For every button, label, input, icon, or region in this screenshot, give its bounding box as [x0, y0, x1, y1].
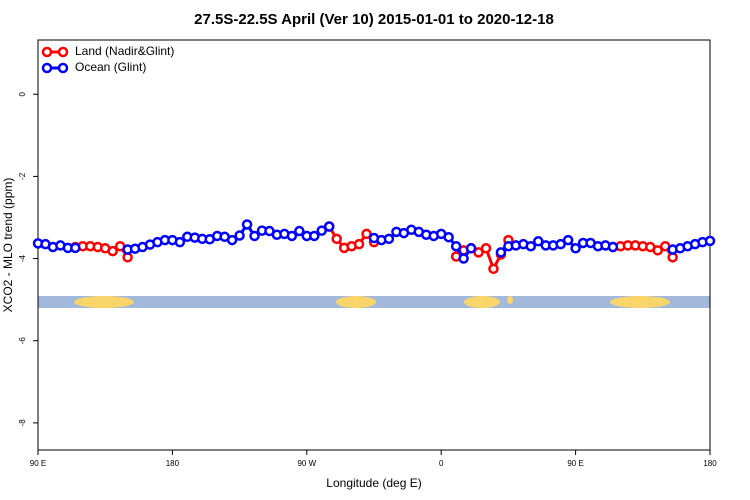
- data-point: [488, 263, 499, 275]
- y-tick-label: 0: [18, 91, 27, 96]
- y-tick-label: -8: [18, 419, 27, 427]
- data-point: [316, 225, 327, 236]
- x-tick-label: 0: [439, 459, 444, 468]
- data-point: [495, 247, 507, 258]
- data-point: [383, 233, 395, 245]
- x-tick-label: 90 E: [567, 459, 583, 468]
- x-tick-label: 180: [703, 459, 717, 468]
- data-point: [309, 230, 320, 242]
- data-point: [226, 234, 238, 246]
- data-point: [70, 242, 81, 254]
- data-point: [555, 238, 566, 250]
- data-point: [107, 245, 118, 257]
- data-point: [331, 233, 342, 245]
- data-point: [607, 241, 619, 253]
- legend-marker: [41, 46, 53, 58]
- y-tick-label: -6: [18, 337, 27, 345]
- x-tick-label: 180: [166, 459, 180, 468]
- data-point: [525, 240, 537, 252]
- data-point: [443, 231, 454, 243]
- data-point: [174, 236, 186, 248]
- data-point: [241, 219, 253, 230]
- data-point: [473, 247, 484, 258]
- data-point: [361, 228, 372, 240]
- data-point: [323, 221, 335, 232]
- data-point: [294, 225, 305, 237]
- data-point: [480, 243, 492, 254]
- x-tick-label: 90 W: [297, 459, 316, 468]
- legend-label: Land (Nadir&Glint): [75, 44, 174, 58]
- y-axis-label: XCO2 - MLO trend (ppm): [1, 178, 15, 313]
- data-point: [450, 240, 462, 252]
- data-point: [570, 243, 581, 254]
- data-point: [704, 235, 716, 247]
- x-axis-label: Longitude (deg E): [326, 476, 421, 490]
- data-point: [562, 234, 574, 246]
- data-point: [652, 245, 663, 256]
- data-point: [249, 230, 260, 242]
- data-point: [286, 230, 298, 242]
- data-point: [465, 243, 477, 254]
- legend-marker: [57, 46, 69, 58]
- data-point: [234, 230, 245, 241]
- y-tick-label: -2: [18, 172, 27, 180]
- data-point: [533, 236, 544, 247]
- data-point: [353, 238, 365, 250]
- land-map-strip: [38, 296, 710, 308]
- chart-title: 27.5S-22.5S April (Ver 10) 2015-01-01 to…: [194, 11, 554, 28]
- legend-label: Ocean (Glint): [75, 60, 146, 74]
- legend-marker: [57, 62, 69, 74]
- x-tick-label: 90 E: [30, 459, 46, 468]
- data-point: [458, 253, 469, 264]
- y-tick-label: -4: [18, 254, 27, 262]
- legend-marker: [41, 62, 53, 74]
